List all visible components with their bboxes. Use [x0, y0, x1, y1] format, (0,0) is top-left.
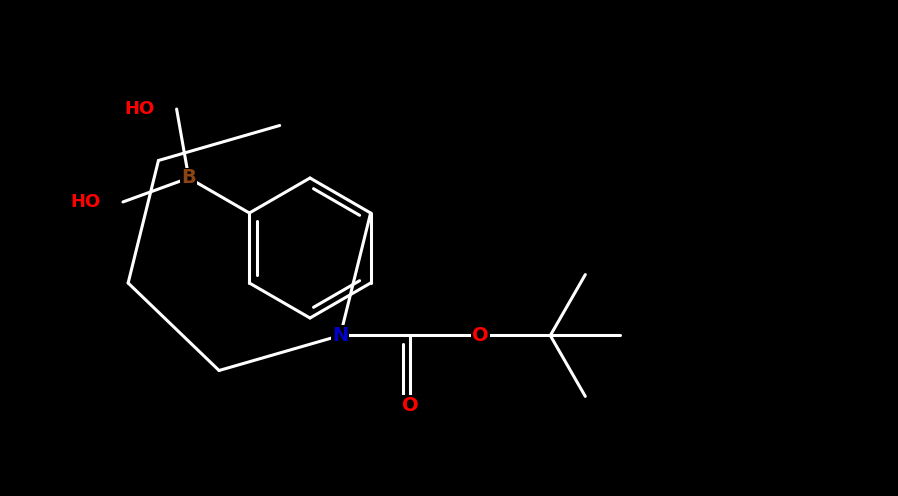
- Text: O: O: [402, 396, 418, 415]
- Text: HO: HO: [71, 193, 101, 211]
- Text: N: N: [332, 326, 348, 345]
- Text: B: B: [181, 169, 196, 187]
- Text: HO: HO: [124, 100, 154, 118]
- Text: O: O: [472, 326, 489, 345]
